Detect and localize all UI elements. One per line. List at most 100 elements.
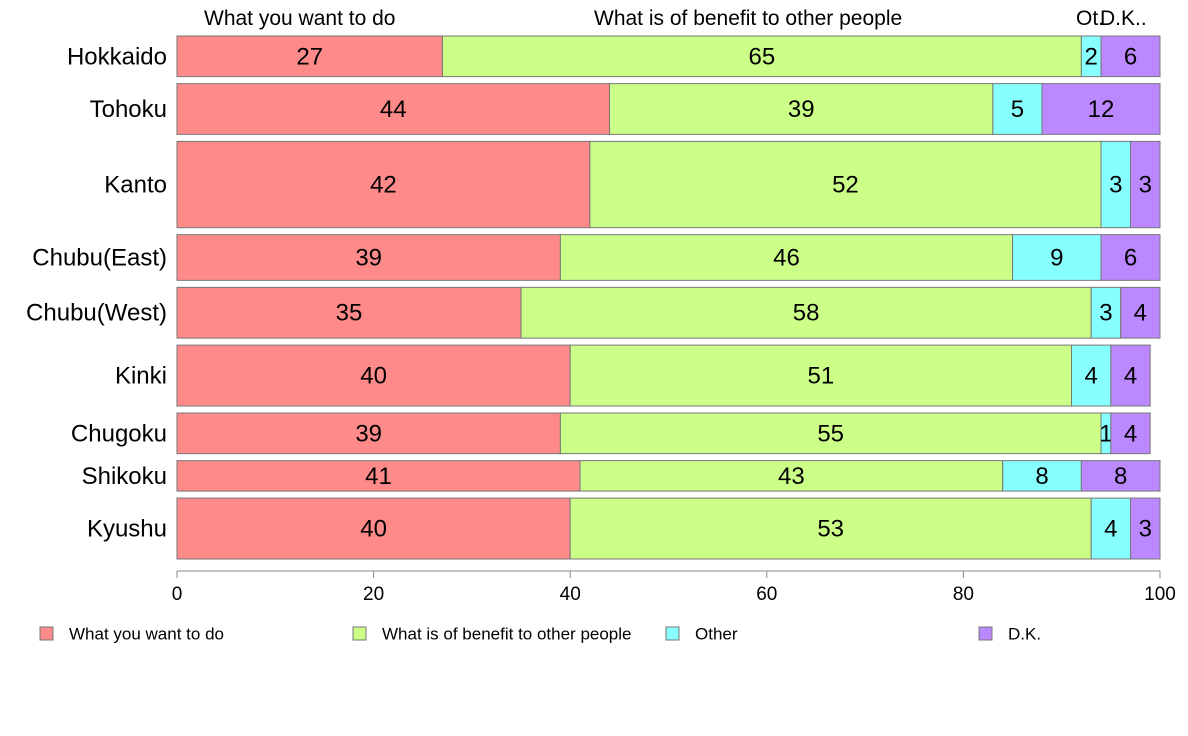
legend-item-other: Other <box>665 625 738 644</box>
data-label: 4 <box>1085 363 1098 390</box>
bar-segment-what-you-want-to-do <box>176 344 571 407</box>
data-label: 43 <box>778 463 805 490</box>
data-label: 44 <box>380 96 407 123</box>
data-label: 39 <box>355 245 382 272</box>
bar-segment-what-you-want-to-do <box>176 234 561 281</box>
bar-row-tohoku: Tohoku 44 39 5 12 <box>90 83 1161 135</box>
x-tick-label: 80 <box>953 584 974 605</box>
category-label: Kanto <box>104 172 167 199</box>
bar-row-chugoku: Chugoku 39 55 1 4 <box>71 412 1151 455</box>
bar-segment-d-k <box>1130 497 1161 560</box>
bar-segment-d-k <box>1110 344 1151 407</box>
bar-row-chubu-west: Chubu(West) 35 58 3 4 <box>26 286 1161 339</box>
legend-item-what-is-of-benefit-to-other-people: What is of benefit to other people <box>352 625 632 644</box>
data-label: 27 <box>296 43 323 70</box>
legend-swatch <box>352 626 367 641</box>
bar-segment-what-you-want-to-do <box>176 412 561 455</box>
data-label: 4 <box>1124 363 1137 390</box>
x-tick-label: 100 <box>1144 584 1176 605</box>
data-label: 6 <box>1124 43 1137 70</box>
data-label: 40 <box>360 516 387 543</box>
data-label: 3 <box>1099 300 1112 327</box>
legend-swatch <box>665 626 680 641</box>
data-label: 53 <box>817 516 844 543</box>
data-label: 9 <box>1050 245 1063 272</box>
bar-segment-other <box>1012 234 1102 281</box>
bar-segment-other <box>1071 344 1112 407</box>
data-label: 42 <box>370 172 397 199</box>
data-label: 3 <box>1139 172 1152 199</box>
data-label: 39 <box>788 96 815 123</box>
bar-segment-d-k <box>1100 35 1161 78</box>
legend-label: What is of benefit to other people <box>382 625 632 644</box>
data-label: 40 <box>360 363 387 390</box>
legend-item-d-k: D.K. <box>978 625 1041 644</box>
bar-row-kinki: Kinki 40 51 4 4 <box>115 344 1151 407</box>
data-label: 58 <box>793 300 820 327</box>
category-label: Kyushu <box>87 516 167 543</box>
x-axis: 0 20 40 60 80 100 <box>172 570 1176 605</box>
data-label: 3 <box>1139 516 1152 543</box>
data-label: 55 <box>817 420 844 447</box>
category-label: Kinki <box>115 363 167 390</box>
category-label: Shikoku <box>82 463 167 490</box>
data-label: 65 <box>749 43 776 70</box>
legend-label: D.K. <box>1008 625 1041 644</box>
segment-headers: What you want to do What is of benefit to… <box>204 7 1147 30</box>
bar-segment-other <box>1090 497 1132 560</box>
legend-item-what-you-want-to-do: What you want to do <box>39 625 224 644</box>
x-tick-label: 60 <box>756 584 777 605</box>
legend-label: Other <box>695 625 738 644</box>
data-label: 35 <box>336 300 363 327</box>
x-tick-label: 0 <box>172 584 183 605</box>
data-label: 4 <box>1104 516 1117 543</box>
bar-segment-other <box>992 83 1043 135</box>
header-label-what-you-want-to-do: What you want to do <box>204 7 395 30</box>
data-label: 6 <box>1124 245 1137 272</box>
bar-segment-what-is-of-benefit-to-other-people <box>559 412 1102 455</box>
data-label: 39 <box>355 420 382 447</box>
legend-swatch <box>978 626 993 641</box>
header-label-what-is-of-benefit-to-other-people: What is of benefit to other people <box>594 7 902 30</box>
bar-segment-what-is-of-benefit-to-other-people <box>520 286 1092 339</box>
data-label: 8 <box>1114 463 1127 490</box>
data-label: 1 <box>1099 420 1112 447</box>
category-label: Tohoku <box>90 96 167 123</box>
bar-segment-what-you-want-to-do <box>176 497 571 560</box>
bar-segment-what-is-of-benefit-to-other-people <box>589 140 1102 229</box>
data-label: 41 <box>365 463 392 490</box>
bar-segment-what-you-want-to-do <box>176 286 522 339</box>
bar-segment-d-k <box>1120 286 1161 339</box>
bar-row-hokkaido: Hokkaido 27 65 2 6 <box>67 35 1161 78</box>
bar-segment-d-k <box>1110 412 1151 455</box>
bar-segment-d-k <box>1100 234 1161 281</box>
bar-segment-other <box>1100 140 1132 229</box>
bar-segment-what-you-want-to-do <box>176 140 591 229</box>
x-tick-label: 20 <box>363 584 384 605</box>
bar-row-chubu-east: Chubu(East) 39 46 9 6 <box>32 234 1161 281</box>
bar-segment-what-is-of-benefit-to-other-people <box>609 83 994 135</box>
bar-segment-what-is-of-benefit-to-other-people <box>579 460 1004 492</box>
legend-swatch <box>39 626 54 641</box>
data-label: 46 <box>773 245 800 272</box>
x-tick-label: 40 <box>560 584 581 605</box>
data-label: 4 <box>1124 420 1137 447</box>
data-label: 3 <box>1109 172 1122 199</box>
bar-segment-other <box>1002 460 1082 492</box>
data-label: 5 <box>1011 96 1024 123</box>
category-label: Chubu(West) <box>26 300 167 327</box>
bar-segment-what-you-want-to-do <box>176 460 581 492</box>
category-label: Chugoku <box>71 420 167 447</box>
bar-segment-what-is-of-benefit-to-other-people <box>569 497 1092 560</box>
header-label-d-k: D.K.. <box>1100 7 1147 30</box>
bar-segment-d-k <box>1080 460 1161 492</box>
bar-segment-other <box>1090 286 1122 339</box>
bar-row-shikoku: Shikoku 41 43 8 8 <box>82 460 1161 492</box>
bar-segment-what-you-want-to-do <box>176 83 611 135</box>
legend-label: What you want to do <box>69 625 224 644</box>
data-label: 2 <box>1085 43 1098 70</box>
bar-row-kyushu: Kyushu 40 53 4 3 <box>87 497 1161 560</box>
legend: What you want to do What is of benefit to… <box>39 625 1041 644</box>
category-label: Chubu(East) <box>32 245 167 272</box>
